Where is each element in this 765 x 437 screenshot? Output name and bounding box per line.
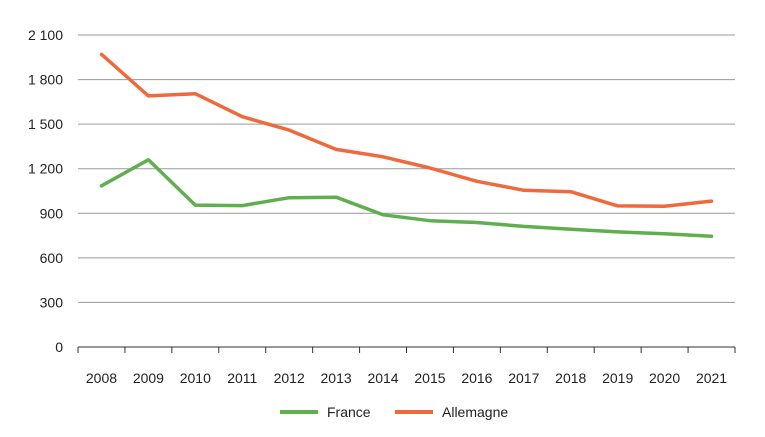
gridlines bbox=[78, 34, 735, 303]
x-tick-label: 2014 bbox=[367, 370, 398, 386]
y-tick-label: 1 200 bbox=[28, 161, 63, 177]
series-line-allemagne bbox=[99, 52, 714, 208]
legend-label-france: France bbox=[327, 404, 371, 420]
x-tick-label: 2011 bbox=[227, 370, 257, 386]
series-line-france bbox=[99, 158, 714, 239]
x-tick-label: 2013 bbox=[321, 370, 352, 386]
series-lines bbox=[99, 52, 714, 239]
x-tick-label: 2010 bbox=[180, 370, 211, 386]
x-tick-label: 2019 bbox=[602, 370, 633, 386]
x-tick-label: 2008 bbox=[86, 370, 117, 386]
x-tick-label: 2016 bbox=[461, 370, 492, 386]
y-tick-label: 900 bbox=[40, 205, 64, 221]
y-tick-label: 300 bbox=[40, 294, 64, 310]
x-tick-label: 2009 bbox=[133, 370, 164, 386]
x-tick-label: 2018 bbox=[555, 370, 586, 386]
x-tick-label: 2015 bbox=[414, 370, 445, 386]
x-tick-label: 2012 bbox=[274, 370, 305, 386]
x-axis: 2008 2009 2010 2011 2012 2013 2014 2015 2016 2017… bbox=[77, 346, 736, 386]
y-axis-ticks: 0 300 600 900 1 200 1 500 1 800 2 100 bbox=[28, 27, 63, 355]
x-tick-label: 2017 bbox=[508, 370, 539, 386]
y-tick-label: 2 100 bbox=[28, 27, 63, 43]
y-tick-label: 600 bbox=[40, 250, 64, 266]
y-tick-label: 1 800 bbox=[28, 72, 63, 88]
y-tick-label: 0 bbox=[55, 339, 63, 355]
legend-label-allemagne: Allemagne bbox=[442, 404, 508, 420]
legend: France Allemagne bbox=[280, 404, 508, 420]
x-tick-label: 2020 bbox=[649, 370, 680, 386]
y-tick-label: 1 500 bbox=[28, 116, 63, 132]
x-tick-label: 2021 bbox=[696, 370, 727, 386]
